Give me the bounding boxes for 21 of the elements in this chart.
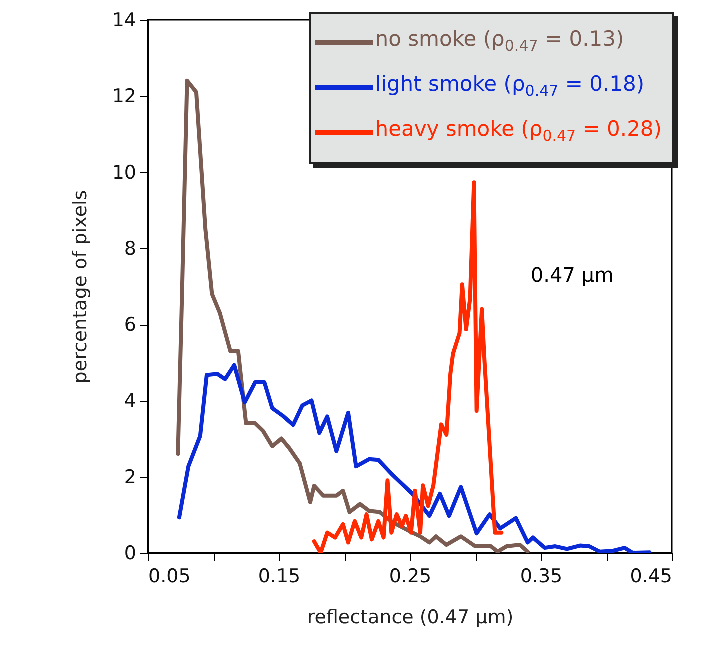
line-series xyxy=(177,363,652,553)
x-tick-label: 0.15 xyxy=(258,566,301,588)
line-series xyxy=(312,180,504,553)
y-tick-label: 14 xyxy=(112,10,136,32)
y-tick-label: 12 xyxy=(112,86,136,108)
x-tick-label: 0.45 xyxy=(630,566,672,588)
annotation: 0.47 μm xyxy=(530,262,614,287)
x-tick-label: 0.25 xyxy=(389,566,432,588)
x-tick-label: 0.35 xyxy=(520,566,563,588)
y-axis-title: percentage of pixels xyxy=(69,190,92,384)
legend-label: heavy smoke (ρ$_{0.47}$ = 0.28) xyxy=(375,116,662,148)
y-tick-label: 4 xyxy=(124,390,136,412)
y-tick-label: 10 xyxy=(112,162,136,184)
x-tick-label: 0.05 xyxy=(148,566,191,588)
legend-label: no smoke (ρ$_{0.47}$ = 0.13) xyxy=(375,26,624,58)
y-tick-label: 2 xyxy=(124,466,136,488)
legend-label: light smoke (ρ$_{0.47}$ = 0.18) xyxy=(375,71,645,102)
x-axis-title: reflectance (0.47 μm) xyxy=(307,606,514,628)
y-tick-label: 6 xyxy=(124,314,136,336)
y-tick-label: 0 xyxy=(124,542,136,564)
y-tick-label: 8 xyxy=(124,238,136,260)
